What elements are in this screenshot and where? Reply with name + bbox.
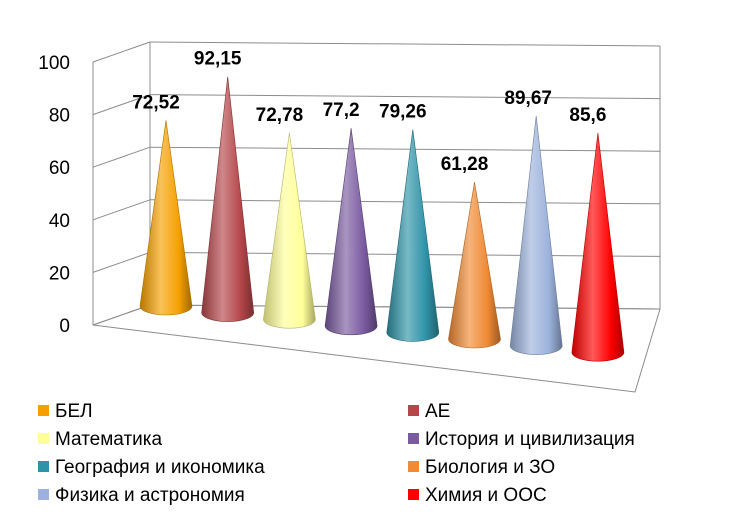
y-tick-label: 20 — [49, 263, 70, 284]
y-tick-label: 80 — [49, 106, 70, 127]
cone-1 — [139, 120, 193, 316]
y-tick-label: 100 — [38, 53, 70, 74]
grid-line — [92, 94, 151, 116]
cone-6 — [448, 182, 501, 349]
legend-label: АЕ — [425, 401, 450, 422]
grid-line — [92, 199, 151, 221]
legend-label: Физика и астрономия — [55, 485, 245, 506]
cone-5 — [386, 129, 440, 342]
data-label: 77,2 — [323, 100, 360, 121]
legend-label: Химия и ООС — [425, 485, 547, 506]
legend-item: Математика — [38, 429, 163, 450]
cone-7 — [509, 116, 563, 355]
legend-swatch — [408, 489, 419, 500]
chart-floor — [92, 304, 661, 393]
data-label: 85,6 — [569, 105, 606, 126]
cone-2 — [201, 76, 255, 322]
legend-item: Биология и ЗО — [408, 457, 555, 478]
y-tick-label: 0 — [59, 316, 70, 337]
legend-label: История и цивилизация — [425, 429, 635, 450]
legend-item: АЕ — [408, 401, 450, 422]
legend-swatch — [38, 461, 49, 472]
data-label: 61,28 — [441, 154, 489, 175]
data-label: 92,15 — [194, 49, 242, 70]
legend-label: БЕЛ — [55, 401, 93, 422]
legend-item: Химия и ООС — [408, 485, 547, 506]
floor-plane — [92, 304, 661, 393]
legend: БЕЛ АЕ Математика История и цивилизация Геог… — [38, 401, 635, 506]
cone-series — [139, 76, 625, 362]
grid-line — [149, 41, 661, 47]
legend-item: Физика и астрономия — [38, 485, 245, 506]
cone-3 — [263, 132, 316, 329]
data-labels: 72,52 92,15 72,78 77,2 79,26 61,28 89,67 85,6 — [132, 49, 606, 175]
y-tick-label: 60 — [49, 158, 70, 179]
y-axis: 0 20 40 60 80 100 — [38, 53, 70, 337]
legend-label: География и икономика — [55, 457, 265, 478]
grid-line — [92, 251, 151, 273]
data-label: 79,26 — [379, 101, 427, 122]
data-label: 72,78 — [256, 105, 304, 126]
legend-swatch — [38, 405, 49, 416]
data-label: 89,67 — [504, 88, 552, 109]
y-tick-label: 40 — [49, 211, 70, 232]
legend-item: География и икономика — [38, 457, 265, 478]
grid-line — [92, 146, 151, 168]
legend-swatch — [408, 433, 419, 444]
legend-label: Биология и ЗО — [425, 457, 555, 478]
data-label: 72,52 — [132, 92, 180, 113]
legend-label: Математика — [55, 429, 163, 450]
cone-8 — [571, 133, 625, 362]
legend-swatch — [408, 405, 419, 416]
legend-item: История и цивилизация — [408, 429, 635, 450]
legend-swatch — [38, 489, 49, 500]
grid-line — [92, 41, 151, 63]
legend-swatch — [38, 433, 49, 444]
legend-swatch — [408, 461, 419, 472]
grid-line — [149, 94, 661, 100]
legend-item: БЕЛ — [38, 401, 93, 422]
cone-4 — [324, 128, 378, 336]
